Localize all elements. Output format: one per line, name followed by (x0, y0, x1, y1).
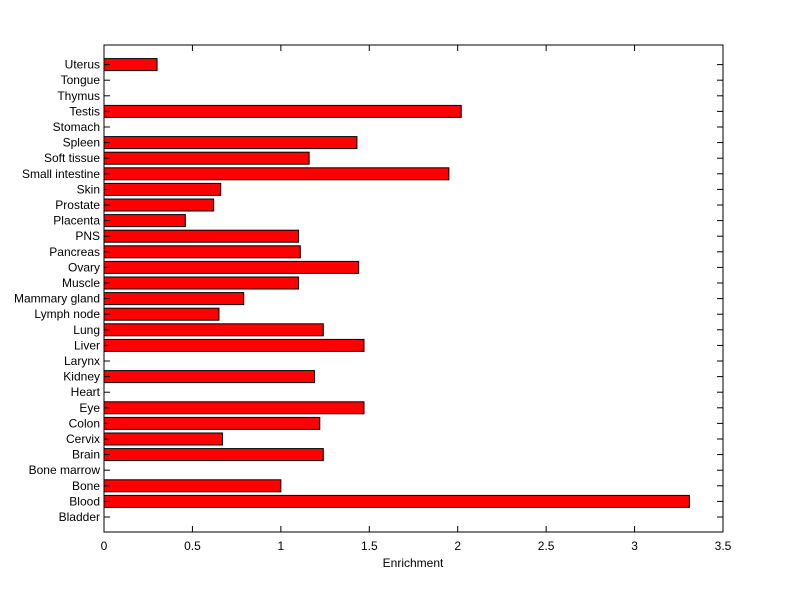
y-tick-label-lymph-node: Lymph node (34, 307, 100, 321)
y-tick-label-small-intestine: Small intestine (22, 167, 100, 181)
bar-prostate (103, 198, 215, 212)
y-tick-label-uterus: Uterus (65, 58, 100, 72)
y-tick-label-kidney: Kidney (63, 370, 100, 384)
bar-pns (103, 229, 300, 243)
x-tick-label: 1 (278, 539, 285, 553)
x-tick-label: 3.5 (715, 539, 732, 553)
y-tick-label-soft-tissue: Soft tissue (44, 151, 100, 165)
plot-frame (103, 44, 724, 533)
x-tick-label: 2.5 (538, 539, 555, 553)
x-tick-label: 1.5 (361, 539, 378, 553)
y-tick-label-lung: Lung (73, 323, 100, 337)
bar-cervix (103, 432, 223, 446)
y-tick-label-cervix: Cervix (66, 432, 100, 446)
bar-pancreas (103, 245, 301, 259)
x-tick-label: 3 (631, 539, 638, 553)
y-tick-label-heart: Heart (71, 385, 101, 399)
x-tick-label: 0 (101, 539, 108, 553)
y-tick-label-bone: Bone (72, 479, 100, 493)
y-tick-label-thymus: Thymus (57, 89, 100, 103)
y-tick-label-prostate: Prostate (55, 198, 100, 212)
bar-ovary (103, 260, 360, 274)
bar-spleen (103, 136, 358, 150)
y-tick-label-blood: Blood (69, 494, 100, 508)
bar-mammary-gland (103, 292, 245, 306)
bar-placenta (103, 214, 186, 228)
bar-eye (103, 401, 365, 415)
y-tick-label-larynx: Larynx (64, 354, 100, 368)
y-tick-label-pancreas: Pancreas (49, 245, 100, 259)
x-tick-label: 0.5 (184, 539, 201, 553)
y-tick-label-pns: PNS (75, 229, 100, 243)
y-tick-label-muscle: Muscle (62, 276, 100, 290)
bar-kidney (103, 370, 315, 384)
bar-lung (103, 323, 324, 337)
y-tick-label-skin: Skin (77, 182, 100, 196)
bar-colon (103, 416, 321, 430)
y-tick-label-placenta: Placenta (53, 214, 100, 228)
bar-small-intestine (103, 167, 450, 181)
y-tick-label-bone-marrow: Bone marrow (29, 463, 101, 477)
y-tick-label-eye: Eye (79, 401, 100, 415)
bar-bone (103, 479, 282, 493)
y-tick-label-bladder: Bladder (59, 510, 100, 524)
y-tick-label-spleen: Spleen (63, 136, 100, 150)
bar-skin (103, 182, 222, 196)
bar-soft-tissue (103, 151, 310, 165)
x-tick-label: 2 (454, 539, 461, 553)
bar-uterus (103, 58, 158, 72)
bar-blood (103, 494, 690, 508)
y-tick-label-brain: Brain (72, 448, 100, 462)
y-tick-label-stomach: Stomach (53, 120, 100, 134)
bar-liver (103, 338, 365, 352)
y-tick-label-colon: Colon (69, 416, 100, 430)
y-tick-label-tongue: Tongue (61, 73, 101, 87)
bar-lymph-node (103, 307, 220, 321)
bar-brain (103, 448, 324, 462)
y-tick-label-mammary-gland: Mammary gland (14, 292, 100, 306)
bar-testis (103, 104, 462, 118)
y-tick-label-liver: Liver (74, 338, 100, 352)
y-tick-label-ovary: Ovary (68, 260, 100, 274)
y-tick-label-testis: Testis (69, 104, 100, 118)
bar-muscle (103, 276, 300, 290)
x-axis-ticks: 0 0.5 1 1.5 2 2.5 3 3.5 (101, 45, 732, 553)
x-axis-label: Enrichment (383, 556, 444, 570)
